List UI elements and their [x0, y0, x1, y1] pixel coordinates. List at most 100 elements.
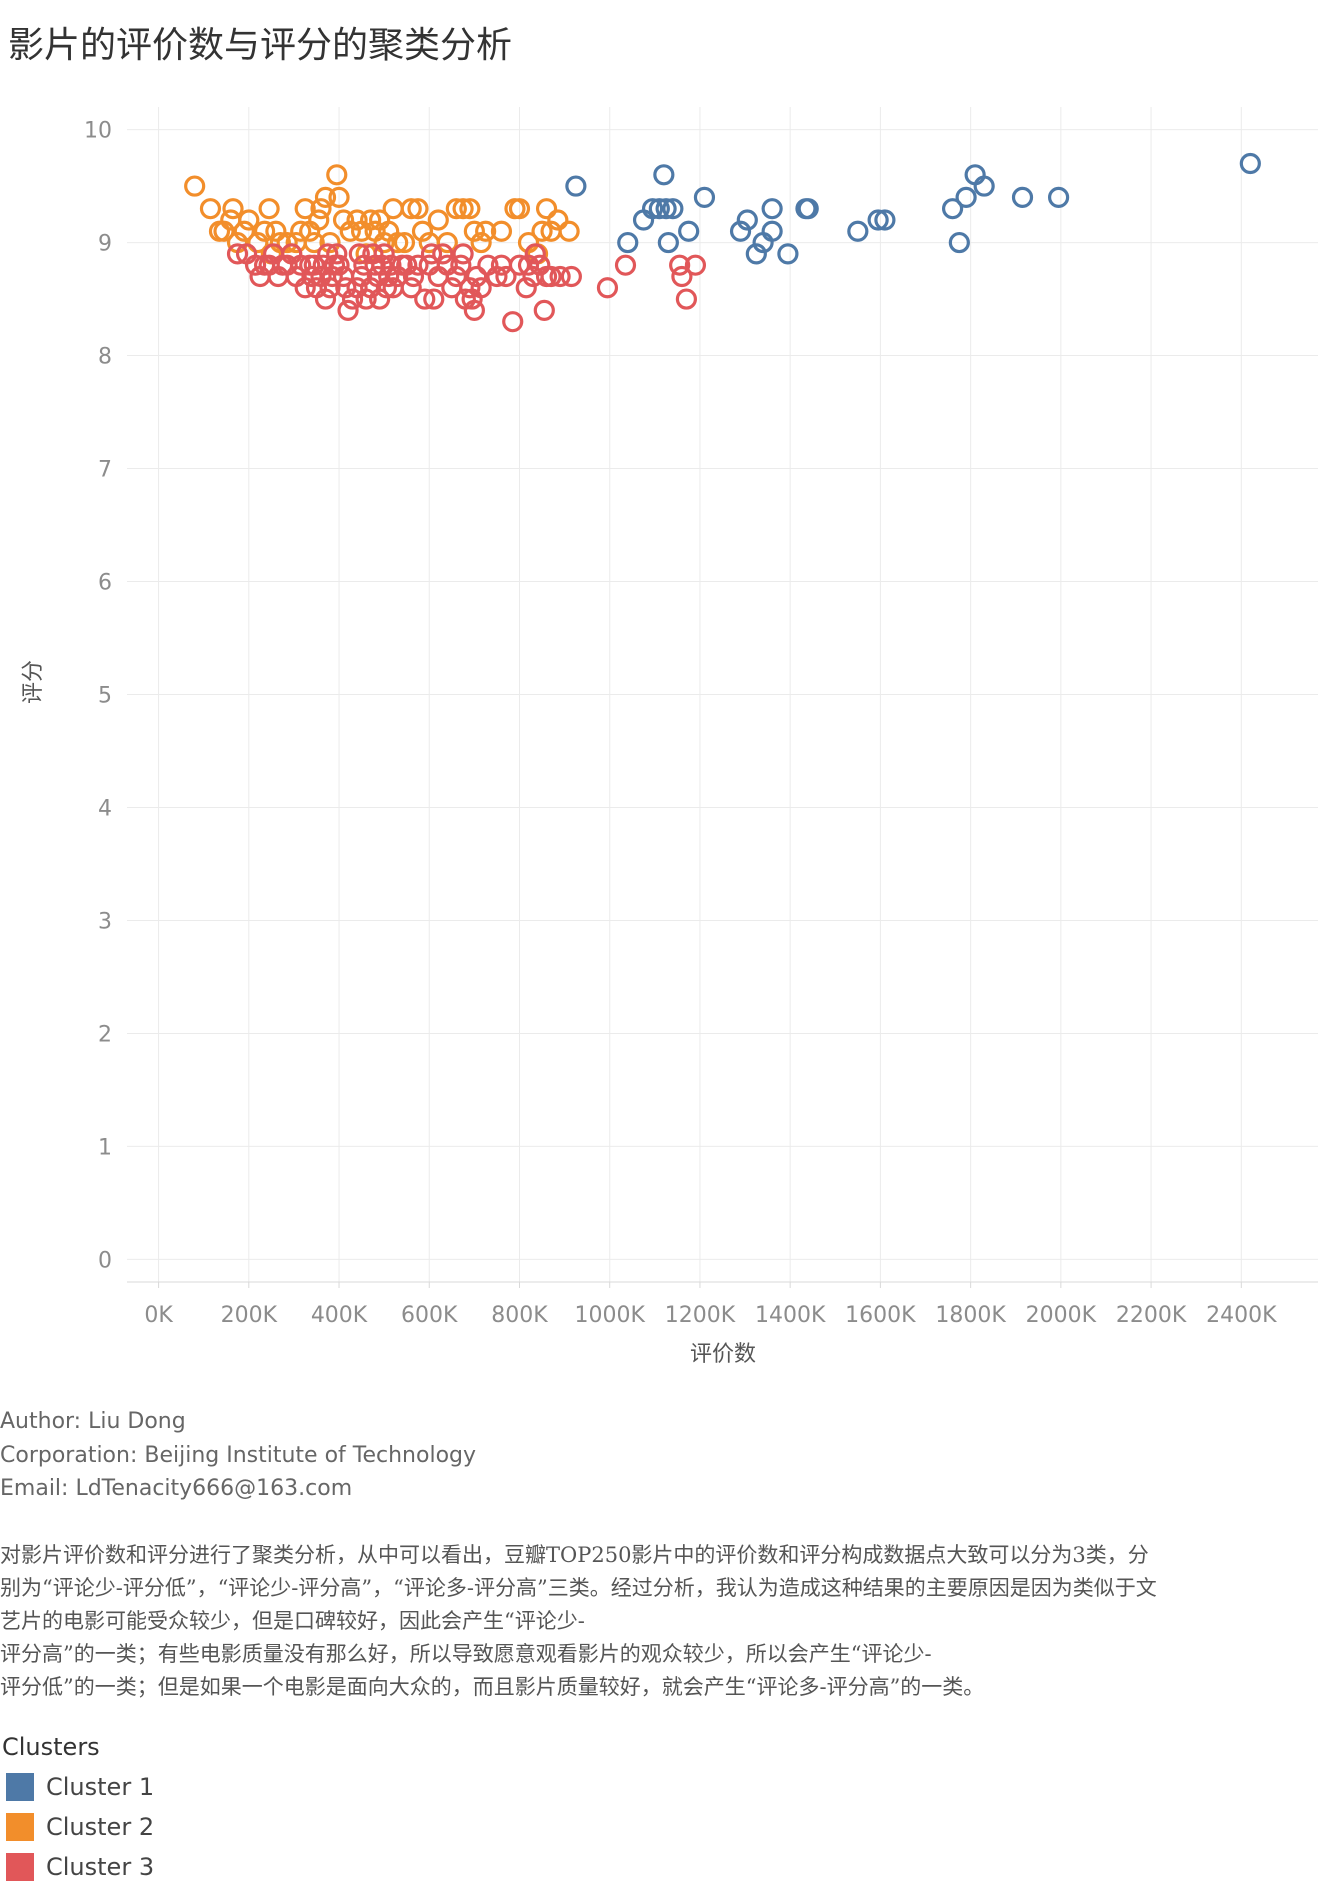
- data-point: [276, 231, 298, 254]
- x-tick-label: 1200K: [665, 1303, 736, 1328]
- data-point: [452, 243, 474, 265]
- data-point: [199, 198, 222, 220]
- data-point: [517, 254, 540, 276]
- data-point: [222, 198, 244, 220]
- data-point: [337, 299, 359, 321]
- data-point: [253, 220, 276, 242]
- x-tick-label: 400K: [311, 1303, 368, 1328]
- data-point: [294, 277, 316, 299]
- data-point: [531, 220, 553, 242]
- data-point: [319, 277, 341, 299]
- author-text: Author: Liu Dong: [0, 1409, 186, 1434]
- data-point: [502, 311, 524, 333]
- data-point: [459, 198, 481, 220]
- x-axis-title: 评价数: [690, 1342, 756, 1367]
- data-point: [184, 175, 206, 197]
- data-point: [290, 220, 312, 242]
- data-point: [321, 265, 343, 288]
- data-point: [407, 254, 429, 276]
- data-point: [303, 254, 325, 276]
- data-point: [777, 243, 799, 265]
- analysis-description: 对影片评价数和评分进行了聚类分析，从中可以看出，豆瓣TOP250影片中的评价数和…: [0, 1539, 1318, 1704]
- data-point: [445, 198, 467, 220]
- data-point: [684, 254, 707, 276]
- data-point: [973, 175, 995, 197]
- data-point: [596, 277, 619, 299]
- data-point: [402, 265, 425, 288]
- y-tick-label: 2: [98, 1022, 112, 1047]
- data-point: [490, 254, 513, 276]
- data-point: [400, 198, 422, 220]
- legend-item-cluster-1[interactable]: Cluster 1: [0, 1767, 154, 1807]
- data-point: [314, 288, 337, 310]
- data-point: [614, 254, 637, 276]
- data-point: [378, 265, 400, 288]
- corporation-text: Corporation: Beijing Institute of Techno…: [0, 1443, 477, 1468]
- data-point: [508, 198, 531, 220]
- x-tick-label: 800K: [491, 1303, 548, 1328]
- data-point: [393, 231, 416, 254]
- data-point: [678, 220, 700, 242]
- data-point: [317, 243, 339, 265]
- x-tick-label: 1400K: [755, 1303, 826, 1328]
- data-point: [662, 198, 684, 220]
- data-point: [657, 231, 679, 254]
- y-tick-label: 7: [98, 458, 112, 483]
- data-point: [1047, 186, 1070, 208]
- y-tick-label: 6: [98, 571, 112, 596]
- data-point: [874, 209, 896, 231]
- data-point: [373, 231, 395, 254]
- grid: [127, 107, 1318, 1283]
- legend-swatch: [6, 1813, 34, 1841]
- y-tick-label: 4: [98, 796, 112, 821]
- legend-label: Cluster 2: [46, 1813, 155, 1841]
- data-point: [423, 288, 445, 310]
- data-point: [290, 254, 312, 276]
- data-point: [373, 243, 395, 265]
- data-point: [547, 209, 569, 231]
- data-point: [1011, 186, 1034, 208]
- data-point: [475, 220, 497, 242]
- data-point: [319, 231, 341, 254]
- y-axis-title: 评分: [21, 660, 46, 704]
- data-point: [495, 265, 517, 288]
- legend-item-cluster-2[interactable]: Cluster 2: [0, 1807, 154, 1847]
- data-point: [450, 254, 472, 276]
- legend-label: Cluster 1: [46, 1773, 155, 1801]
- data-point: [369, 288, 391, 310]
- y-tick-label: 1: [98, 1135, 112, 1160]
- data-point: [396, 254, 418, 276]
- data-point: [445, 265, 467, 288]
- data-point: [308, 209, 330, 231]
- email-text: Email: LdTenacity666@163.com: [0, 1476, 353, 1501]
- data-point: [341, 288, 364, 310]
- data-point: [648, 198, 670, 220]
- axis-ticks: 0K 200K 400K 600K 800K 1000K 1200K 1400K 1600K 18…: [84, 119, 1277, 1328]
- data-point: [693, 186, 716, 208]
- data-point: [427, 209, 449, 231]
- data-point: [339, 220, 361, 242]
- data-points: [184, 152, 1261, 333]
- data-point: [867, 209, 889, 231]
- data-point: [294, 198, 316, 220]
- y-tick-label: 10: [84, 119, 112, 144]
- legend: Clusters Cluster 1 Cluster 2 Cluster 3: [0, 1733, 154, 1887]
- legend-title: Clusters: [2, 1733, 100, 1761]
- series-cluster-1: [565, 152, 1261, 265]
- data-point: [948, 231, 970, 254]
- scatter-chart: 0K 200K 400K 600K 800K 1000K 1200K 1400K 1600K 18…: [21, 107, 1318, 1367]
- data-point: [515, 277, 537, 299]
- data-point: [797, 198, 819, 220]
- data-point: [745, 243, 767, 265]
- data-point: [411, 220, 434, 242]
- data-point: [348, 243, 370, 265]
- legend-label: Cluster 3: [46, 1853, 155, 1881]
- data-point: [414, 288, 436, 310]
- data-point: [675, 288, 698, 310]
- data-point: [328, 186, 350, 208]
- data-point: [346, 209, 368, 231]
- legend-item-cluster-3[interactable]: Cluster 3: [0, 1847, 154, 1887]
- data-point: [565, 175, 587, 197]
- data-point: [326, 164, 348, 186]
- x-tick-label: 1600K: [845, 1303, 916, 1328]
